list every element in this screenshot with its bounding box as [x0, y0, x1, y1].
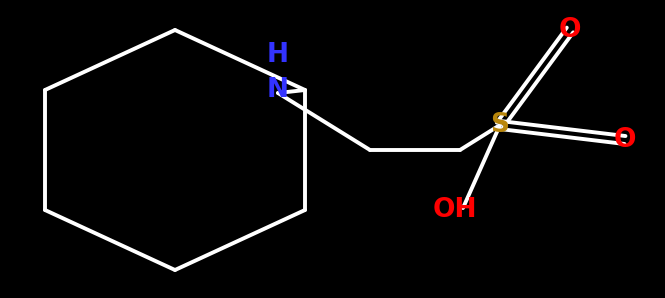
Text: S: S: [491, 112, 509, 138]
Text: H: H: [267, 42, 289, 68]
Text: O: O: [559, 17, 581, 43]
Text: OH: OH: [433, 197, 477, 223]
Text: O: O: [614, 127, 636, 153]
Text: N: N: [267, 77, 289, 103]
